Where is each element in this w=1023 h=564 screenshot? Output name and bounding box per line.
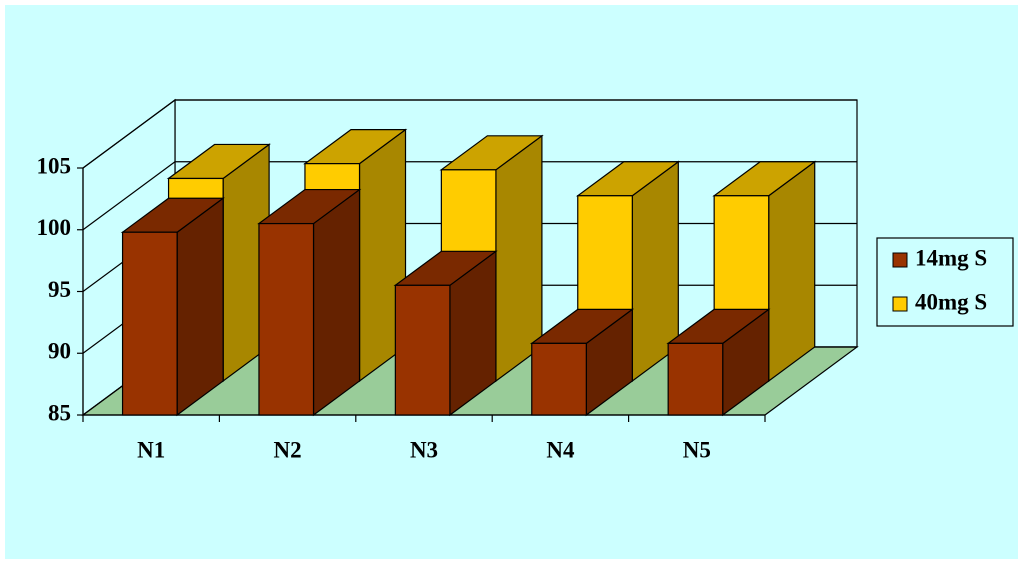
y-tick-label: 100	[37, 215, 72, 240]
legend-swatch	[892, 252, 908, 268]
bar	[393, 250, 498, 417]
y-tick-label: 95	[48, 277, 71, 302]
bar	[257, 188, 362, 417]
y-tick-label: 105	[37, 153, 72, 178]
legend-label: 14mg S	[915, 245, 987, 270]
bar-front	[121, 231, 178, 416]
bar	[529, 308, 635, 417]
x-tick-label: N3	[410, 437, 438, 462]
y-tick-label: 90	[48, 339, 71, 364]
grid-line	[82, 99, 857, 169]
x-tick-label: N5	[683, 437, 711, 462]
x-tick-label: N1	[137, 437, 165, 462]
bar-front	[667, 342, 724, 416]
x-tick-label: N4	[546, 437, 575, 462]
bar	[120, 197, 225, 417]
bar-side	[312, 188, 361, 417]
bar-side	[768, 160, 816, 383]
y-tick-label: 85	[48, 400, 71, 425]
bar-side	[176, 197, 224, 417]
bar-front	[531, 342, 587, 416]
bar-front	[258, 222, 315, 416]
bar-front	[394, 284, 451, 416]
x-tick-label: N2	[274, 437, 302, 462]
bar	[666, 308, 771, 417]
legend-swatch	[892, 296, 908, 312]
legend-label: 40mg S	[915, 289, 987, 314]
